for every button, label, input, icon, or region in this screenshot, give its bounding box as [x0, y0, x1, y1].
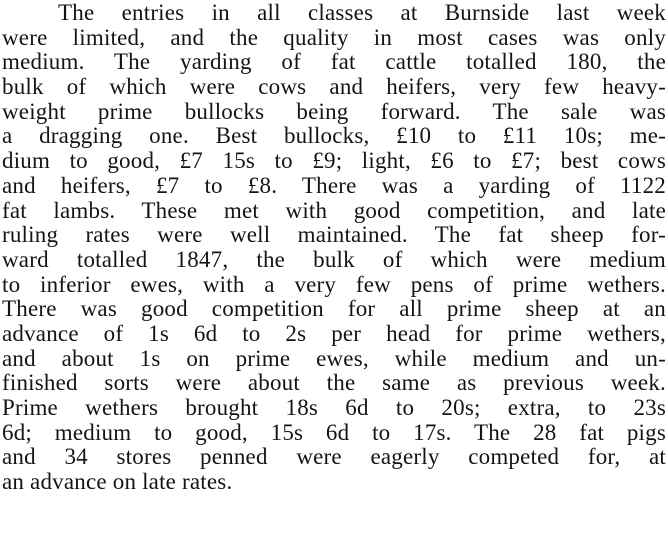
- text-line: Prime wethers brought 18s 6d to 20s; ext…: [2, 395, 666, 420]
- text-line: were limited, and the quality in most ca…: [2, 24, 666, 50]
- text-line: finished sorts were about the same as pr…: [2, 370, 666, 396]
- text-line: 6d; medium to good, 15s 6d to 17s. The 2…: [2, 419, 666, 445]
- text-line: medium. The yarding of fat cattle totall…: [2, 49, 666, 75]
- text-line: and 34 stores penned were eagerly compet…: [2, 444, 666, 470]
- text-line: bulk of which were cows and heifers, ver…: [2, 74, 666, 100]
- article-paragraph: The entries in all classes at Burnside l…: [2, 0, 666, 495]
- text-line: ward totalled 1847, the bulk of which we…: [2, 246, 666, 272]
- text-line: There was good competition for all prime…: [2, 296, 666, 322]
- text-line: weight prime bullocks being forward. The…: [2, 98, 666, 124]
- text-line: dium to good, £7 15s to £9; light, £6 to…: [2, 148, 666, 174]
- text-line: a dragging one. Best bullocks, £10 to £1…: [2, 123, 666, 149]
- text-line: fat lambs. These met with good competiti…: [2, 197, 666, 223]
- text-line: ruling rates were well maintained. The f…: [2, 222, 666, 248]
- text-line: to inferior ewes, with a very few pens o…: [2, 271, 666, 297]
- text-line: advance of 1s 6d to 2s per head for prim…: [2, 320, 666, 346]
- text-line: and heifers, £7 to £8. There was a yardi…: [2, 172, 666, 198]
- text-line: and about 1s on prime ewes, while medium…: [2, 345, 666, 371]
- text-line: The entries in all classes at Burnside l…: [58, 0, 666, 25]
- text-line: an advance on late rates.: [2, 469, 233, 495]
